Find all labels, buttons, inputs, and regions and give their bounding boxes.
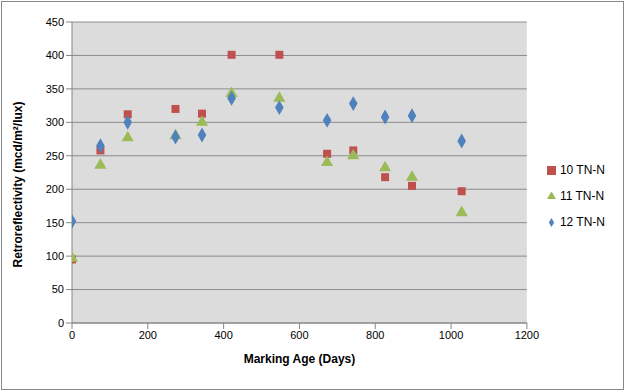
svg-text:0: 0 [58, 317, 64, 329]
svg-text:1000: 1000 [439, 329, 463, 341]
svg-text:600: 600 [290, 329, 308, 341]
svg-text:400: 400 [214, 329, 232, 341]
html-text:10 TN-N: 10 TN-N [559, 162, 605, 177]
svg-text:Marking Age (Days): Marking Age (Days) [244, 352, 356, 366]
svg-text:100: 100 [46, 250, 64, 262]
svg-text:350: 350 [46, 83, 64, 95]
svg-text:800: 800 [366, 329, 384, 341]
html-text:11 TN-N: 11 TN-N [559, 188, 605, 203]
svg-text:200: 200 [46, 183, 64, 195]
svg-text:150: 150 [46, 217, 64, 229]
svg-text:0: 0 [69, 329, 75, 341]
svg-text:400: 400 [46, 49, 64, 61]
svg-text:Retroreflectivity (mcd/m²/lux): Retroreflectivity (mcd/m²/lux) [11, 101, 25, 267]
svg-text:300: 300 [46, 116, 64, 128]
svg-text:200: 200 [139, 329, 157, 341]
html-text:12 TN-N: 12 TN-N [559, 214, 605, 229]
svg-text:50: 50 [52, 283, 64, 295]
svg-text:450: 450 [46, 16, 64, 28]
svg-text:1200: 1200 [515, 329, 539, 341]
svg-text:250: 250 [46, 150, 64, 162]
